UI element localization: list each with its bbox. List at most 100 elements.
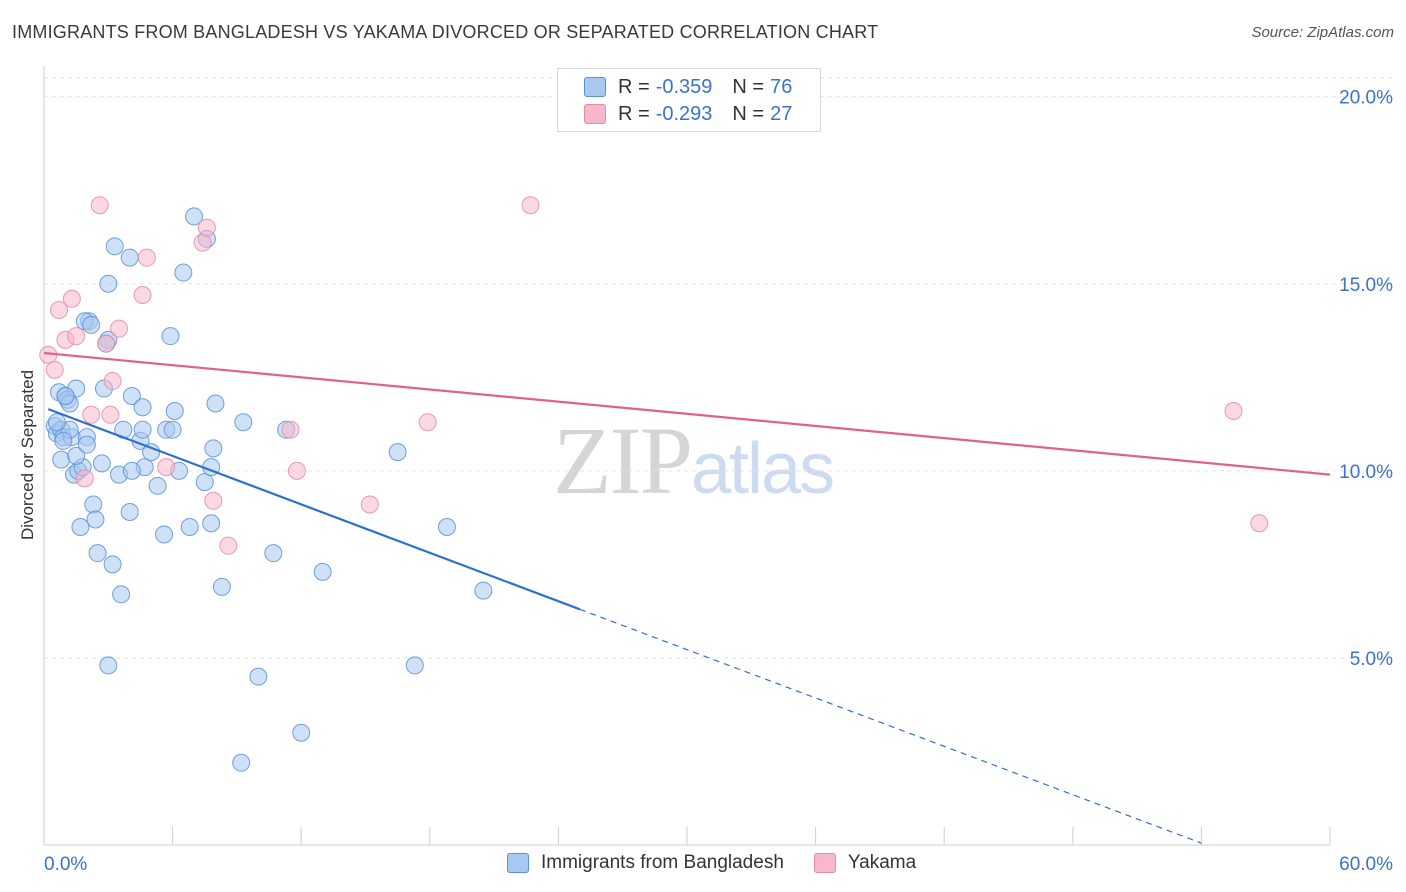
legend-n-label: N = — [732, 102, 765, 125]
point-bangladesh — [180, 517, 199, 536]
watermark-atlas: atlas — [691, 429, 835, 509]
point-bangladesh — [84, 495, 103, 514]
point-bangladesh — [405, 656, 424, 675]
point-yakama — [1224, 401, 1243, 420]
y-tick-label: 5.0% — [1350, 649, 1393, 670]
point-bangladesh — [234, 413, 253, 432]
point-bangladesh — [120, 503, 139, 522]
legend-swatch-bangladesh — [584, 77, 606, 97]
point-bangladesh — [120, 248, 139, 267]
chart-title: IMMIGRANTS FROM BANGLADESH VS YAKAMA DIV… — [12, 22, 879, 42]
legend-label-bangladesh: Immigrants from Bangladesh — [541, 852, 784, 873]
point-yakama — [103, 372, 122, 391]
y-tick-label: 20.0% — [1339, 88, 1393, 109]
y-tick-label: 15.0% — [1339, 275, 1393, 296]
x-tick-label: 60.0% — [1339, 854, 1393, 875]
point-bangladesh — [105, 237, 124, 256]
legend-r-value: -0.293 — [655, 102, 713, 125]
point-yakama — [360, 495, 379, 514]
point-yakama — [418, 413, 437, 432]
point-bangladesh — [195, 473, 214, 492]
point-yakama — [133, 286, 152, 305]
trendline-bangladesh — [47, 408, 581, 611]
legend-row-yakama: R = -0.293 N = 27 — [584, 102, 792, 126]
point-yakama — [197, 218, 216, 237]
point-bangladesh — [92, 454, 111, 473]
legend-item-bangladesh: Immigrants from Bangladesh — [507, 852, 784, 874]
legend-label-yakama: Yakama — [847, 852, 917, 873]
point-yakama — [82, 405, 101, 424]
point-bangladesh — [82, 315, 101, 334]
point-bangladesh — [474, 581, 493, 600]
point-yakama — [219, 536, 238, 555]
point-bangladesh — [54, 431, 73, 450]
point-yakama — [50, 300, 69, 319]
point-bangladesh — [249, 667, 268, 686]
legend-swatch-bangladesh — [507, 853, 529, 873]
point-bangladesh — [163, 420, 182, 439]
legend-swatch-yakama — [813, 853, 836, 873]
point-bangladesh — [122, 387, 141, 406]
point-yakama — [75, 469, 94, 488]
point-bangladesh — [77, 435, 96, 454]
point-bangladesh — [264, 544, 283, 563]
point-bangladesh — [99, 274, 118, 293]
point-bangladesh — [133, 398, 152, 417]
y-tick-label: 10.0% — [1339, 462, 1393, 483]
trendline-yakama — [43, 351, 1331, 476]
point-bangladesh — [388, 443, 407, 462]
point-bangladesh — [165, 401, 184, 420]
legend-r-value: -0.359 — [655, 75, 713, 98]
point-yakama — [90, 196, 109, 215]
point-bangladesh — [174, 263, 193, 282]
point-yakama — [193, 233, 212, 252]
legend-n-value: 76 — [770, 75, 793, 98]
point-bangladesh — [204, 439, 223, 458]
point-yakama — [1250, 514, 1269, 533]
point-yakama — [45, 360, 64, 379]
point-bangladesh — [86, 510, 105, 529]
point-yakama — [204, 491, 223, 510]
legend-item-yakama: Yakama — [813, 852, 917, 874]
point-bangladesh — [56, 387, 75, 406]
point-bangladesh — [148, 476, 167, 495]
point-yakama — [101, 405, 120, 424]
point-bangladesh — [71, 517, 90, 536]
point-bangladesh — [47, 413, 66, 432]
point-bangladesh — [122, 461, 141, 480]
trendline-bangladesh-extension — [579, 608, 1202, 844]
point-bangladesh — [313, 562, 332, 581]
point-yakama — [287, 461, 306, 480]
legend-n-label: N = — [732, 75, 765, 98]
point-yakama — [137, 248, 156, 267]
point-yakama — [62, 289, 81, 308]
series-legend: Immigrants from Bangladesh Yakama — [507, 852, 946, 874]
point-bangladesh — [112, 585, 131, 604]
point-yakama — [97, 334, 116, 353]
correlation-legend: R = -0.359 N = 76 R = -0.293 N = 27 — [557, 68, 821, 132]
point-yakama — [157, 458, 176, 477]
point-yakama — [67, 327, 86, 346]
point-bangladesh — [133, 420, 152, 439]
point-bangladesh — [88, 544, 107, 563]
point-bangladesh — [292, 723, 311, 742]
legend-r-label: R = — [618, 75, 650, 98]
point-yakama — [281, 420, 300, 439]
point-bangladesh — [202, 514, 221, 533]
point-bangladesh — [232, 753, 251, 772]
point-bangladesh — [155, 525, 174, 544]
point-bangladesh — [161, 327, 180, 346]
legend-swatch-yakama — [584, 104, 606, 124]
point-yakama — [521, 196, 540, 215]
point-bangladesh — [67, 446, 86, 465]
point-bangladesh — [185, 207, 204, 226]
point-bangladesh — [103, 555, 122, 574]
watermark-zip: ZIP — [553, 407, 693, 514]
point-yakama — [110, 319, 129, 338]
point-bangladesh — [99, 656, 118, 675]
x-tick-label: 0.0% — [44, 854, 87, 875]
legend-n-value: 27 — [770, 102, 793, 125]
y-axis-label: Divorced or Separated — [18, 369, 37, 541]
source-label: Source: ZipAtlas.com — [1251, 24, 1394, 41]
